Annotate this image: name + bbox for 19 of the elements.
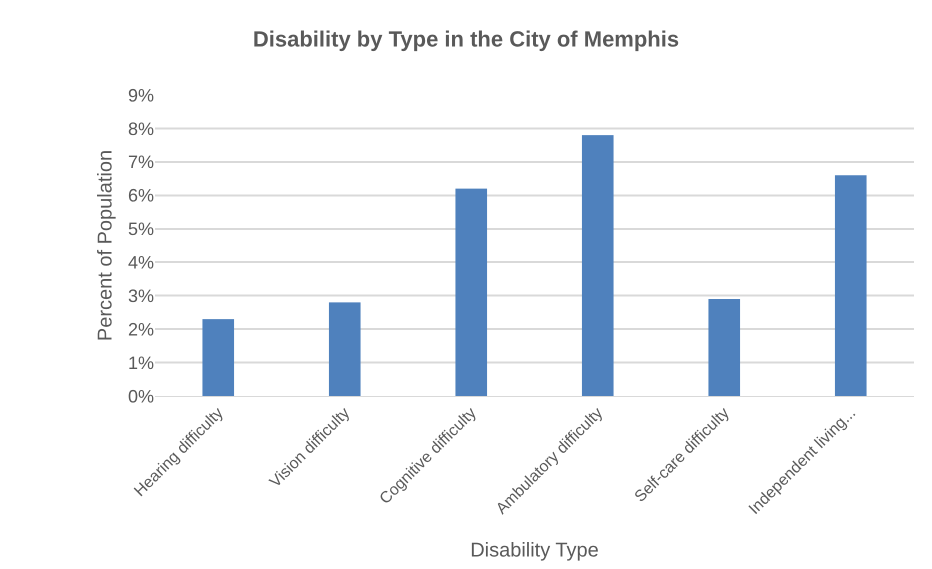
chart-title: Disability by Type in the City of Memphis [252,26,680,52]
y-tick-label: 1% [128,352,154,373]
y-axis-title: Percent of Population [94,150,116,342]
bar [708,299,740,396]
y-tick-label: 2% [128,319,154,340]
y-tick-label: 3% [128,286,154,306]
x-axis-title: Disability Type [470,539,599,562]
bar [582,135,614,396]
y-tick-label: 4% [128,252,154,273]
y-tick-label: 6% [128,186,154,206]
bar [328,302,361,396]
y-tick-label: 5% [128,219,154,240]
y-tick-label: 9% [128,85,154,106]
y-tick-label: 0% [128,386,154,406]
y-tick-label: 7% [128,152,154,172]
bar [202,319,234,396]
bar [455,188,488,396]
bar [834,175,867,396]
y-tick-label: 8% [128,118,154,139]
